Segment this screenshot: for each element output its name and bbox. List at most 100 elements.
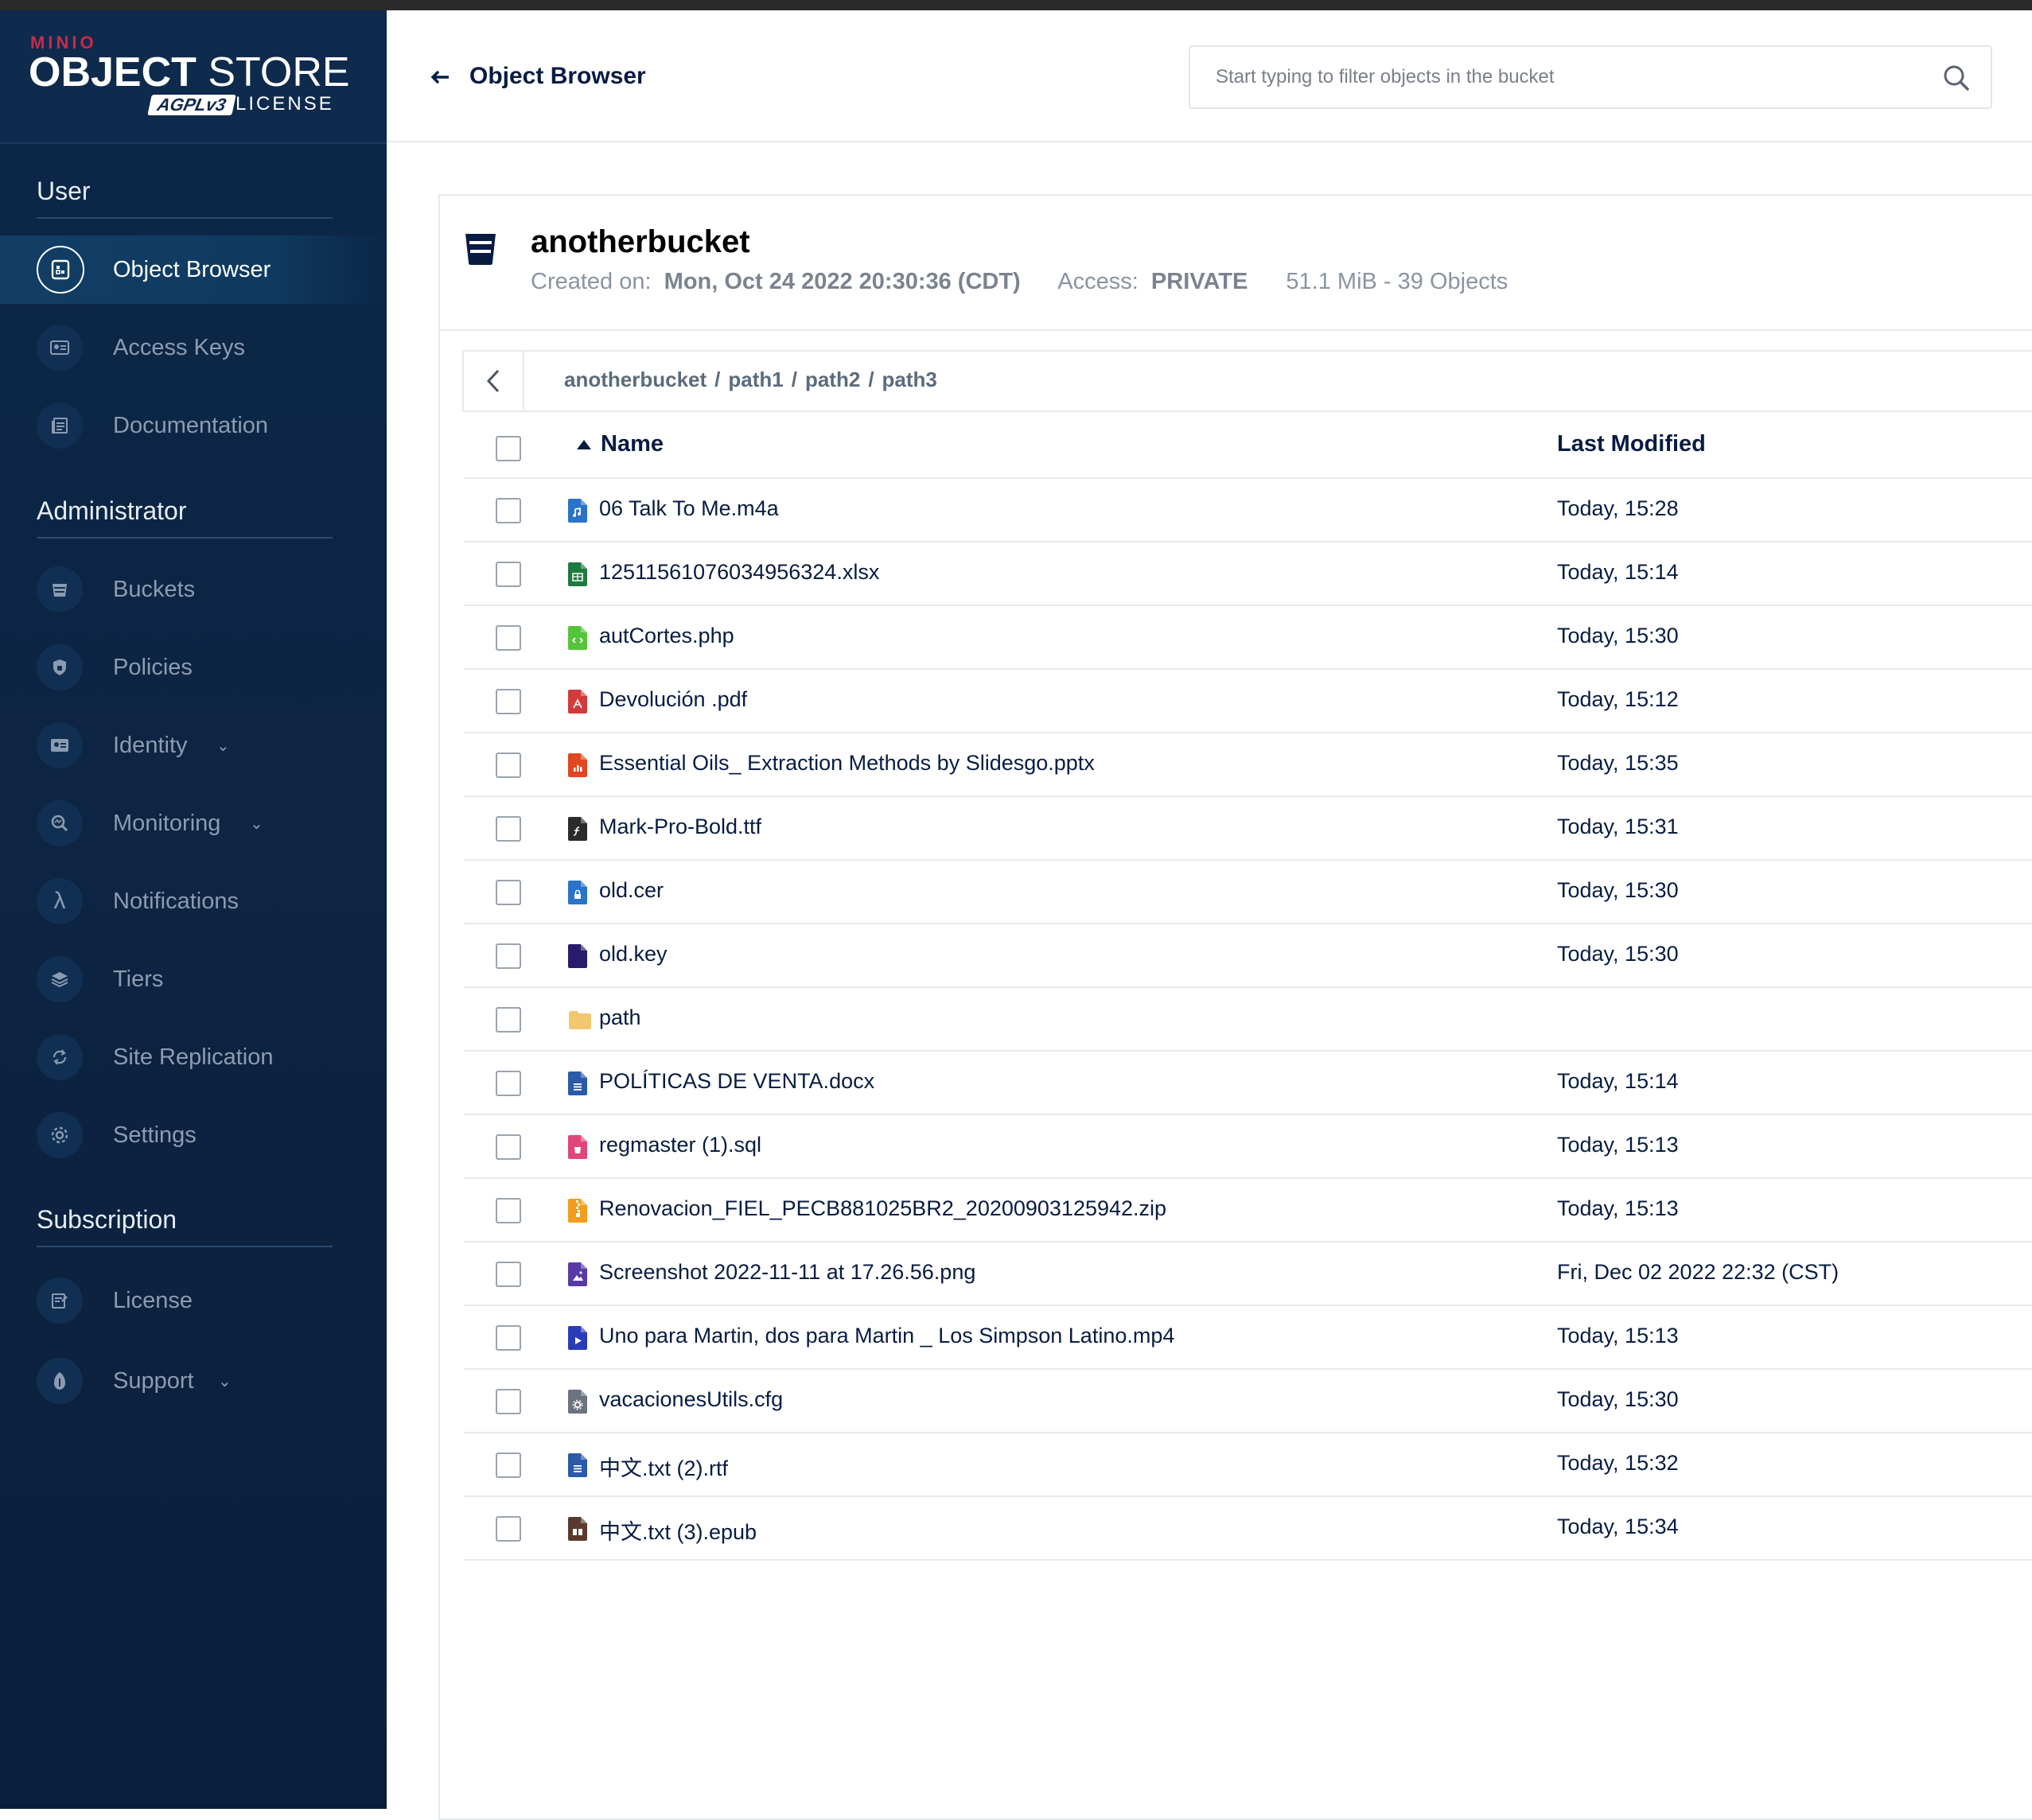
breadcrumb-item[interactable]: anotherbucket bbox=[564, 368, 707, 391]
sidebar-item-monitoring[interactable]: Monitoring ⌄ bbox=[0, 789, 387, 858]
sidebar-item-documentation[interactable]: Documentation bbox=[0, 391, 387, 460]
row-checkbox[interactable] bbox=[496, 1198, 521, 1223]
object-name[interactable]: 12511561076034956324.xlsx bbox=[599, 560, 880, 584]
sidebar-item-settings[interactable]: Settings bbox=[0, 1101, 387, 1169]
object-name[interactable]: POLÍTICAS DE VENTA.docx bbox=[599, 1069, 875, 1093]
table-row[interactable]: Uno para Martin, dos para Martin _ Los S… bbox=[464, 1306, 2032, 1370]
row-checkbox[interactable] bbox=[496, 498, 521, 523]
sidebar-item-identity[interactable]: Identity ⌄ bbox=[0, 711, 387, 780]
row-checkbox[interactable] bbox=[496, 1007, 521, 1032]
chevron-down-icon[interactable]: ⌄ bbox=[216, 737, 230, 755]
select-all-checkbox[interactable] bbox=[496, 436, 521, 461]
sidebar: MINIO OBJECT STORE AGPLv3 LICENSE User O… bbox=[0, 10, 387, 1809]
row-checkbox[interactable] bbox=[496, 1452, 521, 1478]
table-row[interactable]: Renovacion_FIEL_PECB881025BR2_2020090312… bbox=[464, 1179, 2032, 1242]
object-name[interactable]: Devolución .pdf bbox=[599, 687, 748, 711]
row-checkbox[interactable] bbox=[496, 1389, 521, 1414]
table-row[interactable]: Mark-Pro-Bold.ttf Today, 15:31 bbox=[464, 797, 2032, 861]
object-name[interactable]: autCortes.php bbox=[599, 624, 734, 648]
table-row[interactable]: autCortes.php Today, 15:30 bbox=[464, 606, 2032, 670]
object-name[interactable]: path bbox=[599, 1005, 641, 1029]
column-header-last-modified[interactable]: Last Modified bbox=[1557, 431, 1706, 457]
object-name[interactable]: 中文.txt (3).epub bbox=[599, 1520, 757, 1544]
search-icon[interactable] bbox=[1941, 63, 1972, 93]
object-name[interactable]: regmaster (1).sql bbox=[599, 1133, 762, 1157]
chevron-down-icon[interactable]: ⌄ bbox=[250, 815, 263, 833]
object-name[interactable]: Renovacion_FIEL_PECB881025BR2_2020090312… bbox=[599, 1196, 1167, 1220]
sidebar-item-support[interactable]: Support ⌄ bbox=[0, 1347, 387, 1415]
row-checkbox[interactable] bbox=[496, 752, 521, 778]
object-name[interactable]: old.key bbox=[599, 942, 668, 966]
sidebar-item-notifications[interactable]: λ Notifications bbox=[0, 867, 387, 935]
support-icon bbox=[37, 1358, 83, 1404]
sort-ascending-icon[interactable] bbox=[577, 440, 591, 449]
breadcrumb-item[interactable]: path2 bbox=[804, 368, 861, 391]
back-arrow-icon[interactable] bbox=[430, 61, 450, 92]
pdf-file-icon bbox=[567, 689, 588, 714]
created-label: Created on: bbox=[531, 269, 652, 294]
row-checkbox[interactable] bbox=[496, 816, 521, 842]
object-name[interactable]: Uno para Martin, dos para Martin _ Los S… bbox=[599, 1324, 1175, 1348]
object-name[interactable]: Screenshot 2022-11-11 at 17.26.56.png bbox=[599, 1260, 976, 1284]
brand-logo[interactable]: MINIO OBJECT STORE AGPLv3 LICENSE bbox=[0, 10, 387, 144]
table-row[interactable]: 中文.txt (3).epub Today, 15:34 bbox=[464, 1497, 2032, 1561]
table-row[interactable]: 06 Talk To Me.m4a Today, 15:28 bbox=[464, 479, 2032, 542]
table-row[interactable]: 中文.txt (2).rtf Today, 15:32 bbox=[464, 1433, 2032, 1497]
sidebar-item-object-browser[interactable]: Object Browser bbox=[0, 235, 387, 304]
object-name[interactable]: Mark-Pro-Bold.ttf bbox=[599, 815, 762, 838]
breadcrumb-back-button[interactable] bbox=[464, 352, 524, 410]
object-name[interactable]: old.cer bbox=[599, 878, 664, 902]
sidebar-item-label: License bbox=[113, 1287, 193, 1313]
chevron-down-icon[interactable]: ⌄ bbox=[218, 1372, 232, 1390]
row-checkbox[interactable] bbox=[496, 689, 521, 714]
bucket-meta: Created on: Mon, Oct 24 2022 20:30:36 (C… bbox=[531, 269, 1508, 295]
row-checkbox[interactable] bbox=[496, 1516, 521, 1542]
breadcrumb-item[interactable]: path3 bbox=[882, 368, 937, 391]
sidebar-item-tiers[interactable]: Tiers bbox=[0, 945, 387, 1013]
sidebar-item-access-keys[interactable]: Access Keys bbox=[0, 313, 387, 382]
slides-file-icon bbox=[567, 752, 588, 778]
table-row[interactable]: old.cer Today, 15:30 bbox=[464, 861, 2032, 924]
table-row[interactable]: 12511561076034956324.xlsx Today, 15:14 bbox=[464, 542, 2032, 606]
breadcrumb-item[interactable]: path1 bbox=[728, 368, 784, 391]
table-row[interactable]: Essential Oils_ Extraction Methods by Sl… bbox=[464, 733, 2032, 797]
policies-icon bbox=[37, 644, 83, 690]
object-name[interactable]: vacacionesUtils.cfg bbox=[599, 1387, 784, 1411]
object-name[interactable]: Essential Oils_ Extraction Methods by Sl… bbox=[599, 751, 1095, 775]
object-last-modified: Today, 15:30 bbox=[1557, 878, 1679, 902]
table-row[interactable]: POLÍTICAS DE VENTA.docx Today, 15:14 bbox=[464, 1052, 2032, 1115]
table-row[interactable]: Screenshot 2022-11-11 at 17.26.56.png Fri… bbox=[464, 1242, 2032, 1306]
page-header: Object Browser bbox=[387, 10, 2032, 142]
objects-table: Name Last Modified 06 Talk To Me.m4a Toda… bbox=[464, 410, 2032, 1561]
row-checkbox[interactable] bbox=[496, 1262, 521, 1287]
table-row[interactable]: vacacionesUtils.cfg Today, 15:30 bbox=[464, 1370, 2032, 1433]
sidebar-item-license[interactable]: License bbox=[0, 1266, 387, 1335]
cert-file-icon bbox=[567, 880, 588, 905]
sidebar-item-buckets[interactable]: Buckets bbox=[0, 555, 387, 624]
row-checkbox[interactable] bbox=[496, 880, 521, 905]
row-checkbox[interactable] bbox=[496, 943, 521, 969]
row-checkbox[interactable] bbox=[496, 625, 521, 651]
object-name[interactable]: 中文.txt (2).rtf bbox=[599, 1456, 728, 1480]
brand-license: LICENSE bbox=[236, 93, 334, 115]
row-checkbox[interactable] bbox=[496, 1071, 521, 1096]
object-name[interactable]: 06 Talk To Me.m4a bbox=[599, 496, 779, 520]
row-checkbox[interactable] bbox=[496, 562, 521, 587]
search-input[interactable] bbox=[1214, 60, 1917, 95]
table-row[interactable]: regmaster (1).sql Today, 15:13 bbox=[464, 1115, 2032, 1179]
page-title: Object Browser bbox=[469, 63, 646, 89]
video-file-icon bbox=[567, 1325, 588, 1351]
sidebar-item-site-replication[interactable]: Site Replication bbox=[0, 1023, 387, 1091]
object-last-modified: Today, 15:13 bbox=[1557, 1196, 1679, 1220]
table-row[interactable]: Devolución .pdf Today, 15:12 bbox=[464, 670, 2032, 733]
table-row[interactable]: path bbox=[464, 988, 2032, 1052]
sidebar-item-policies[interactable]: Policies bbox=[0, 633, 387, 702]
sidebar-item-label: Support bbox=[113, 1367, 194, 1394]
created-value: Mon, Oct 24 2022 20:30:36 (CDT) bbox=[664, 269, 1021, 294]
column-header-name[interactable]: Name bbox=[601, 431, 664, 457]
row-checkbox[interactable] bbox=[496, 1325, 521, 1351]
object-last-modified: Today, 15:12 bbox=[1557, 687, 1679, 711]
bucket-icon bbox=[37, 566, 83, 612]
table-row[interactable]: old.key Today, 15:30 bbox=[464, 924, 2032, 988]
row-checkbox[interactable] bbox=[496, 1134, 521, 1160]
